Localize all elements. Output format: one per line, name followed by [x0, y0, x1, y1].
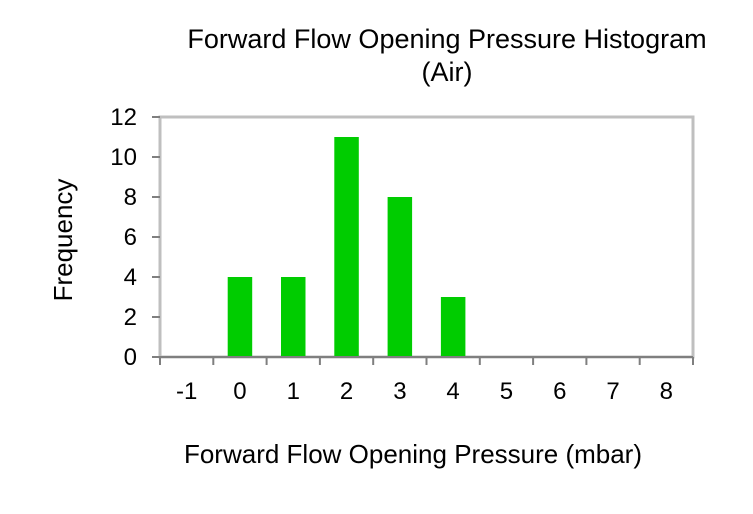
bar-1: [281, 277, 306, 357]
chart-title-line1: Forward Flow Opening Pressure Histogram: [187, 24, 706, 54]
bar-2: [334, 137, 359, 357]
x-tick-label: 5: [500, 378, 513, 405]
x-tick-label: 1: [287, 378, 300, 405]
bar-3: [387, 197, 413, 357]
x-tick-label: 7: [606, 378, 619, 405]
bar-0: [227, 277, 253, 357]
chart-title-line2: (Air): [422, 57, 473, 87]
y-axis-label: Frequency: [48, 179, 78, 302]
y-tick-label: 6: [124, 224, 137, 251]
y-tick-label: 10: [110, 144, 137, 171]
y-tick-label: 8: [124, 184, 137, 211]
x-tick-label: 8: [660, 378, 673, 405]
x-tick-label: 4: [446, 378, 459, 405]
bar-series: [227, 137, 466, 357]
y-tick-label: 4: [124, 264, 137, 291]
x-axis-label: Forward Flow Opening Pressure (mbar): [184, 439, 642, 469]
x-tick-label: 6: [553, 378, 566, 405]
bar-4: [440, 297, 466, 357]
y-tick-label: 2: [124, 304, 137, 331]
y-axis: 0 2 4 6 8 10 12: [110, 104, 160, 371]
x-axis: -1 0 1 2 3 4 5 6 7 8: [159, 356, 694, 405]
x-tick-label: 0: [233, 378, 246, 405]
x-tick-label: -1: [176, 378, 197, 405]
x-tick-label: 3: [393, 378, 406, 405]
y-tick-label: 0: [124, 344, 137, 371]
y-tick-label: 12: [110, 104, 137, 131]
x-tick-label: 2: [340, 378, 353, 405]
